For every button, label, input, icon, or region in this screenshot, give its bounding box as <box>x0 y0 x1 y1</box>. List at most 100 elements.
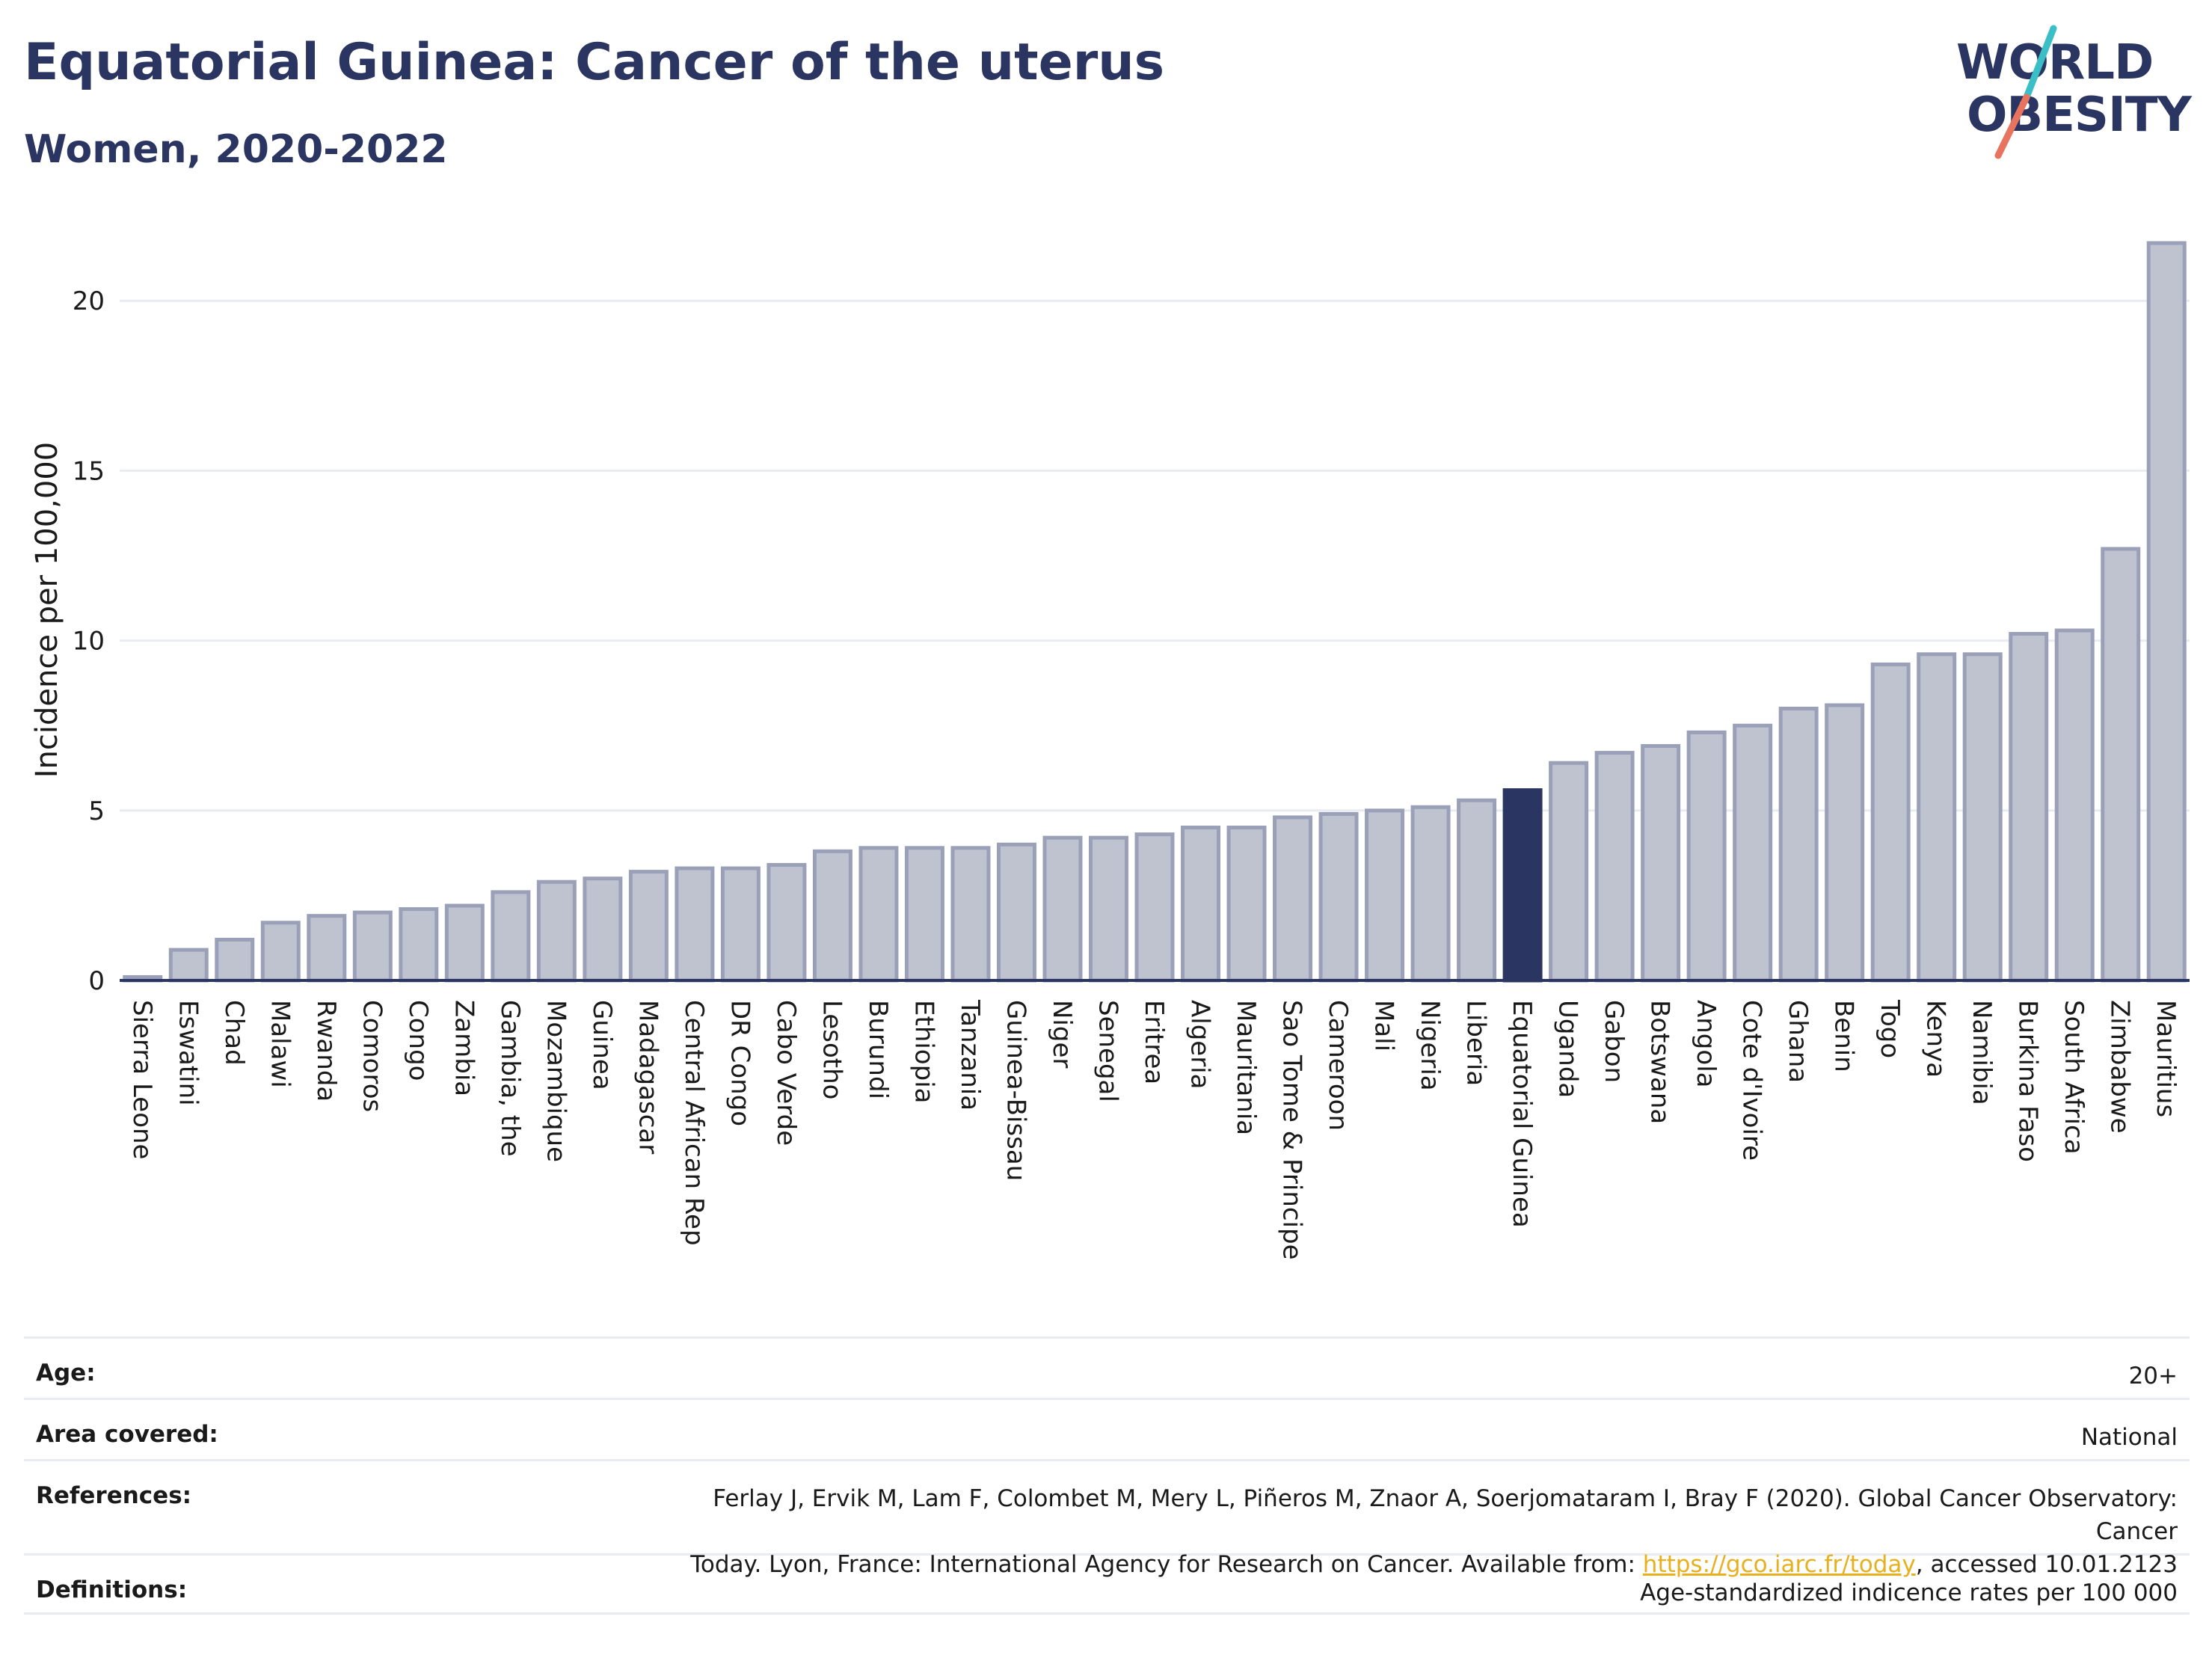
bar-ethiopia <box>904 846 944 983</box>
world-obesity-logo: WORLD OBESITY <box>1956 25 2193 159</box>
y-tick-label-15: 15 <box>73 456 105 486</box>
bar-chart: 0 5 10 15 20 Incidence per 100,000 Sierra Leon… <box>30 241 2190 1260</box>
bar-rwanda <box>307 914 347 983</box>
logo-slash-coral <box>1994 93 2030 159</box>
x-tick-label-zimbabwe: Zimbabwe <box>2105 1000 2135 1134</box>
x-tick-label-ethiopia: Ethiopia <box>909 1000 938 1103</box>
meta-label-references: References: <box>36 1482 192 1509</box>
bar-sao-tome-principe <box>1273 815 1313 983</box>
y-tick-label-0: 0 <box>88 966 105 996</box>
x-tick-label-comoros: Comoros <box>357 1000 387 1112</box>
meta-value-references: Ferlay J, Ervik M, Lam F, Colombet M, Me… <box>645 1482 2178 1581</box>
x-tick-label-namibia: Namibia <box>1967 1000 1997 1105</box>
meta-label-area: Area covered: <box>36 1421 218 1448</box>
meta-label-age: Age: <box>36 1360 96 1387</box>
bar-senegal <box>1088 835 1128 983</box>
x-tick-label-south-africa: South Africa <box>2059 1000 2089 1155</box>
x-tick-label-eritrea: Eritrea <box>1139 1000 1169 1084</box>
x-tick-label-madagascar: Madagascar <box>633 1000 663 1154</box>
x-tick-label-central-african-rep: Central African Rep <box>679 1000 709 1246</box>
bar-angola <box>1686 730 1727 983</box>
x-tick-label-guinea: Guinea <box>587 1000 617 1090</box>
bar-niger <box>1042 835 1083 983</box>
bar-burkina-faso <box>2009 632 2049 983</box>
x-tick-label-guinea-bissau: Guinea-Bissau <box>1001 1000 1030 1181</box>
x-tick-label-congo: Congo <box>403 1000 433 1081</box>
x-tick-label-equatorial-guinea: Equatorial Guinea <box>1507 1000 1537 1228</box>
reference-link[interactable]: https://gco.iarc.fr/today <box>1642 1551 1916 1578</box>
x-tick-label-niger: Niger <box>1047 1000 1077 1068</box>
bar-gabon <box>1594 751 1635 983</box>
bar-uganda <box>1549 761 1589 983</box>
bar-botswana <box>1641 743 1681 983</box>
x-tick-label-senegal: Senegal <box>1093 1000 1122 1102</box>
x-tick-label-cabo-verde: Cabo Verde <box>771 1000 801 1146</box>
x-tick-label-dr-congo: DR Congo <box>725 1000 755 1126</box>
x-tick-label-chad: Chad <box>219 1000 249 1066</box>
bar-burundi <box>858 846 899 983</box>
bar-cote-d-ivoire <box>1733 723 1773 983</box>
bar-malawi <box>260 921 301 983</box>
bar-liberia <box>1457 798 1497 983</box>
meta-value-definitions: Age-standardized indicence rates per 100… <box>1640 1579 2178 1606</box>
bar-kenya <box>1917 652 1957 983</box>
x-tick-label-zambia: Zambia <box>449 1000 479 1096</box>
x-tick-label-benin: Benin <box>1829 1000 1859 1072</box>
bar-zambia <box>444 903 485 983</box>
bar-mauritania <box>1226 826 1267 983</box>
x-tick-label-togo: Togo <box>1875 999 1905 1058</box>
x-tick-label-cote-d-ivoire: Cote d'Ivoire <box>1737 1000 1767 1161</box>
bar-cabo-verde <box>766 863 807 983</box>
meta-value-age: 20+ <box>2128 1363 2178 1390</box>
meta-row-age: Age: 20+ <box>24 1336 2190 1398</box>
bar-mali <box>1365 808 1405 983</box>
bar-eritrea <box>1134 832 1175 983</box>
x-tick-label-algeria: Algeria <box>1185 1000 1215 1089</box>
x-tick-label-gambia-the: Gambia, the <box>495 1000 525 1157</box>
meta-row-references: References: Ferlay J, Ervik M, Lam F, Co… <box>24 1459 2190 1578</box>
x-tick-label-uganda: Uganda <box>1553 1000 1583 1098</box>
y-tick-label-10: 10 <box>73 627 105 657</box>
bar-guinea-bissau <box>996 842 1036 983</box>
x-tick-label-angola: Angola <box>1691 1000 1721 1087</box>
y-axis-label: Incidence per 100,000 <box>30 442 64 779</box>
bar-equatorial-guinea <box>1502 788 1543 983</box>
x-tick-label-malawi: Malawi <box>265 1000 295 1088</box>
bar-madagascar <box>628 870 669 983</box>
y-tick-label-20: 20 <box>73 286 105 316</box>
logo-line-obesity: OBESITY <box>1967 87 2192 143</box>
x-tick-label-nigeria: Nigeria <box>1415 1000 1445 1091</box>
reference-text-accessed: , accessed 10.01.2123 <box>1915 1551 2178 1578</box>
x-tick-label-cameroon: Cameroon <box>1323 1000 1353 1131</box>
meta-row-area: Area covered: National <box>24 1398 2190 1459</box>
x-tick-label-sao-tome-principe: Sao Tome & Principe <box>1277 1000 1307 1260</box>
bar-guinea <box>583 876 623 983</box>
logo-line-world: WORLD <box>1956 35 2153 90</box>
bar-algeria <box>1181 826 1221 983</box>
bar-mauritius <box>2146 241 2187 983</box>
bar-mozambique <box>536 879 577 983</box>
reference-text-line1: Ferlay J, Ervik M, Lam F, Colombet M, Me… <box>713 1485 2178 1545</box>
x-tick-label-mali: Mali <box>1369 1000 1399 1051</box>
bar-congo <box>399 907 439 983</box>
bar-lesotho <box>812 849 852 983</box>
y-tick-label-5: 5 <box>88 796 105 826</box>
reference-text-line2: Today. Lyon, France: International Agenc… <box>690 1551 1643 1578</box>
x-tick-label-mauritania: Mauritania <box>1231 1000 1261 1135</box>
bar-tanzania <box>950 846 991 983</box>
x-tick-label-botswana: Botswana <box>1645 1000 1675 1124</box>
x-tick-label-kenya: Kenya <box>1921 1000 1951 1078</box>
chart-title: Equatorial Guinea: Cancer of the uterus <box>24 33 1165 92</box>
x-tick-label-ghana: Ghana <box>1783 1000 1813 1083</box>
x-tick-label-liberia: Liberia <box>1461 1000 1491 1086</box>
bar-zimbabwe <box>2101 547 2141 983</box>
bar-ghana <box>1778 706 1819 983</box>
x-tick-label-eswatini: Eswatini <box>173 1000 203 1106</box>
x-tick-label-tanzania: Tanzania <box>955 999 985 1111</box>
x-tick-label-burundi: Burundi <box>863 1000 893 1099</box>
x-tick-label-sierra-leone: Sierra Leone <box>127 1000 157 1159</box>
bar-gambia-the <box>491 890 531 983</box>
meta-value-area: National <box>2080 1424 2178 1451</box>
metadata-table: Age: 20+ Area covered: National Referenc… <box>24 1336 2190 1615</box>
bar-south-africa <box>2054 628 2095 983</box>
